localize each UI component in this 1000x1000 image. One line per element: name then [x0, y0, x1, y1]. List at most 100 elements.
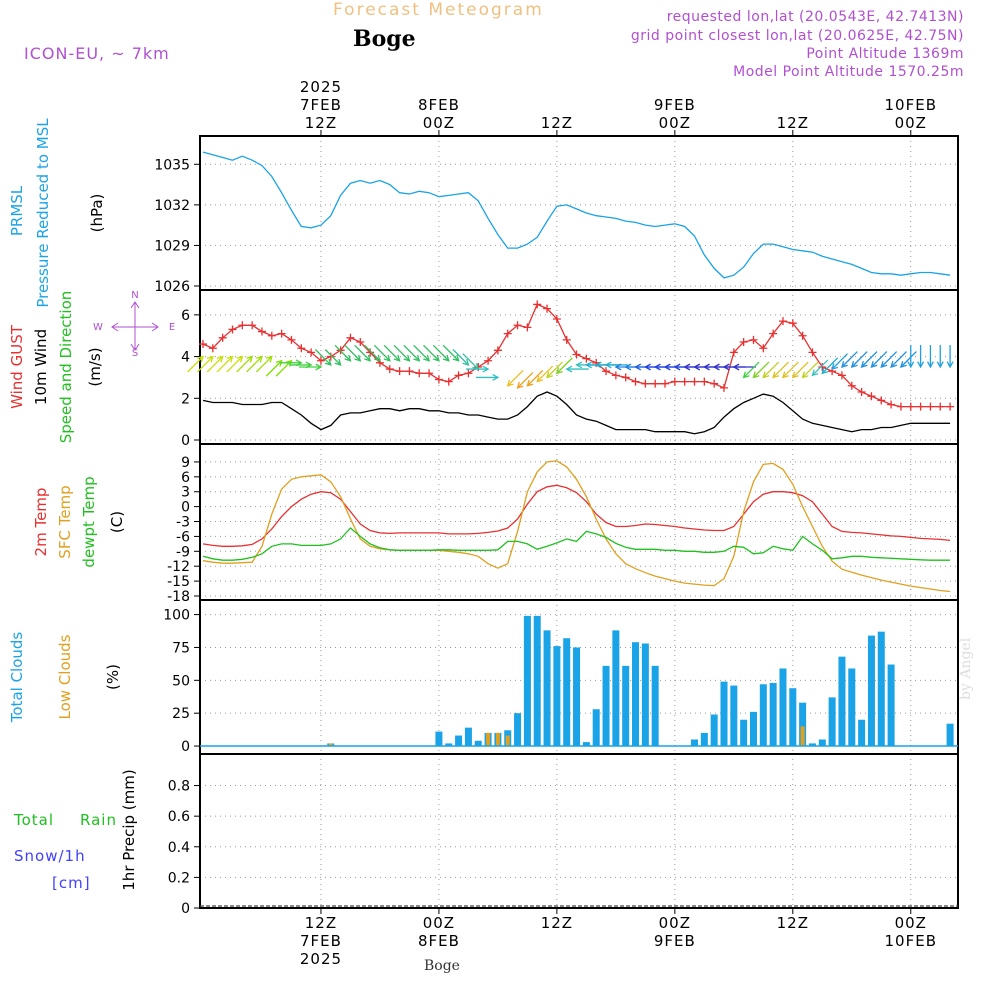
gust-marker	[199, 340, 207, 349]
bottom-time-label: 00Z	[423, 914, 455, 932]
gust-marker	[602, 367, 611, 376]
total-cloud-bar	[799, 702, 807, 747]
wind-arrow-head	[442, 354, 450, 362]
bottom-time-label: 7FEB	[300, 932, 342, 950]
top-time-label: 12Z	[777, 114, 809, 132]
wind-arrow	[890, 351, 907, 368]
wind-arrow-head	[860, 361, 868, 368]
gust-marker	[493, 346, 502, 355]
wind-arrow-shaft	[743, 361, 760, 378]
wind-arrow-shaft	[792, 361, 809, 378]
bottom-time-label: 9FEB	[654, 932, 696, 950]
wind-arrow	[860, 351, 878, 368]
gust-marker	[661, 379, 670, 388]
precip-snow-label: Snow/1h	[14, 847, 86, 865]
wind-arrow-head	[413, 354, 421, 362]
low-cloud-bar	[800, 726, 805, 747]
gust-marker	[552, 315, 561, 324]
wind-arrow	[831, 353, 848, 371]
gust-marker	[248, 321, 257, 330]
gust-marker	[798, 331, 807, 340]
bottom-time-label: 12Z	[305, 914, 337, 932]
wind-arrow-shaft	[442, 344, 460, 362]
ytick-label: 9	[181, 455, 190, 471]
total-cloud-bar	[641, 643, 649, 747]
wind-arrow-shaft	[334, 344, 351, 362]
wind-arrow-head	[546, 371, 553, 379]
gust-marker	[651, 379, 660, 388]
wind-arrow-shaft	[546, 361, 563, 378]
total-cloud-bar	[632, 642, 640, 747]
gust-marker	[218, 333, 227, 342]
wind-arrow-head	[565, 365, 573, 373]
prmsl-unit-label: (hPa)	[88, 194, 106, 233]
wind-arrow-head	[403, 354, 411, 362]
wind-arrow-shaft	[900, 351, 917, 368]
gust-marker	[415, 369, 424, 378]
wind-arrow-shaft	[383, 344, 401, 362]
gust-marker	[395, 367, 404, 376]
wind-arrow	[314, 349, 332, 366]
gust-marker	[484, 356, 493, 365]
top-time-label: 12Z	[305, 114, 337, 132]
gust-marker	[454, 371, 463, 380]
gust-marker	[425, 369, 434, 378]
ytick-label: 0.6	[168, 809, 190, 825]
wind-arrow	[383, 344, 401, 362]
total-cloud-bar	[759, 684, 767, 747]
wind-arrow-head	[752, 371, 760, 379]
gust-marker	[847, 381, 856, 390]
compass-w: W	[93, 322, 103, 333]
gust-marker	[788, 319, 797, 328]
gust-marker	[769, 329, 778, 338]
wind-arrow-shaft	[762, 361, 780, 378]
wind-arrow	[811, 359, 829, 377]
ytick-label: 6	[181, 470, 190, 486]
ytick-label: -9	[176, 544, 190, 560]
ytick-label: 3	[181, 485, 190, 501]
wind-arrow	[782, 361, 799, 379]
wind-arrow-shaft	[831, 353, 848, 370]
total-cloud-bar	[749, 711, 757, 747]
panel-frame	[199, 443, 959, 601]
wind-arrow	[516, 371, 534, 389]
wind-arrow	[880, 351, 898, 368]
wind-arrow-head	[423, 354, 431, 362]
total-cloud-bar	[730, 685, 738, 747]
gust-marker	[778, 317, 787, 326]
ytick-label: 0	[181, 500, 190, 516]
prmsl-label: PRMSL	[8, 185, 26, 236]
wind-arrow-shaft	[821, 357, 839, 374]
gust-marker	[434, 375, 443, 384]
wind-arrow-head	[946, 361, 954, 369]
total-clouds-label: Total Clouds	[8, 632, 26, 724]
ytick-label: 100	[163, 608, 190, 624]
series-line-prmsl	[202, 151, 951, 279]
wind-arrow-shaft	[364, 344, 381, 362]
model-point-altitude: Model Point Altitude 1570.25m	[733, 64, 964, 80]
gust-marker	[670, 377, 679, 386]
precip-total-label: Total	[13, 811, 54, 829]
wind-arrow-shaft	[851, 351, 868, 368]
top-time-label: 8FEB	[418, 96, 460, 114]
ytick-label: 2	[181, 391, 190, 407]
gust-marker	[464, 369, 473, 378]
top-time-label: 00Z	[659, 114, 691, 132]
wind-arrow-shaft	[265, 360, 283, 377]
precip-snow-unit-label: [cm]	[52, 874, 91, 892]
wind-arrow	[403, 344, 421, 362]
total-cloud-bar	[700, 732, 708, 747]
wind-arrow	[907, 345, 915, 369]
ytick-label: 75	[172, 640, 190, 656]
wind-arrow-head	[762, 371, 770, 379]
gust-marker	[582, 354, 591, 363]
total-cloud-bar	[514, 713, 522, 747]
wind-arrow	[926, 345, 934, 369]
wind-arrow-head	[604, 361, 612, 369]
compass-arrows	[111, 301, 159, 351]
wind-arrow-head	[831, 363, 839, 371]
gust-marker	[346, 333, 355, 342]
wind-arrow-head	[594, 361, 602, 369]
ytick-label: 50	[172, 673, 190, 689]
wind-arrow	[555, 357, 573, 375]
